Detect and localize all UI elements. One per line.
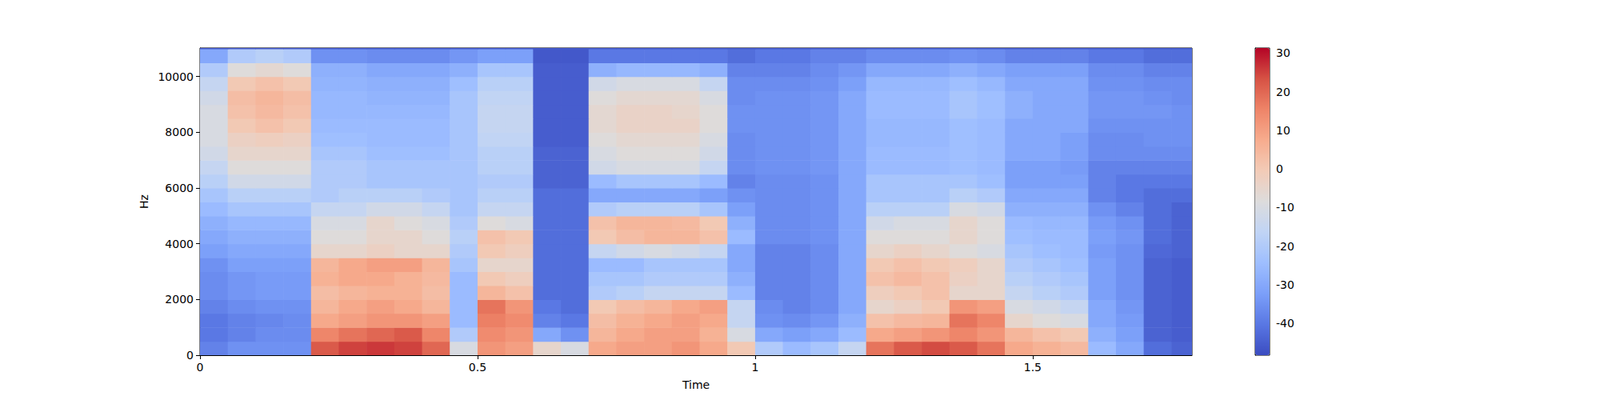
svg-text:1: 1 [751,360,759,374]
svg-text:4000: 4000 [164,237,194,251]
svg-text:20: 20 [1276,85,1291,99]
svg-text:0: 0 [196,360,204,374]
svg-text:-20: -20 [1276,240,1295,253]
svg-text:Hz: Hz [137,194,151,209]
svg-text:-10: -10 [1276,200,1295,214]
svg-text:0: 0 [1276,162,1284,176]
svg-text:8000: 8000 [164,125,194,139]
svg-text:0.5: 0.5 [468,360,487,374]
svg-text:10000: 10000 [157,70,194,84]
svg-text:-30: -30 [1276,278,1295,292]
svg-text:Time: Time [681,378,710,392]
svg-text:30: 30 [1276,46,1291,60]
svg-text:2000: 2000 [164,292,194,306]
svg-text:0: 0 [186,348,194,362]
svg-text:10: 10 [1276,124,1291,137]
svg-text:6000: 6000 [164,181,194,195]
svg-text:-40: -40 [1276,316,1295,330]
svg-text:1.5: 1.5 [1024,360,1042,374]
